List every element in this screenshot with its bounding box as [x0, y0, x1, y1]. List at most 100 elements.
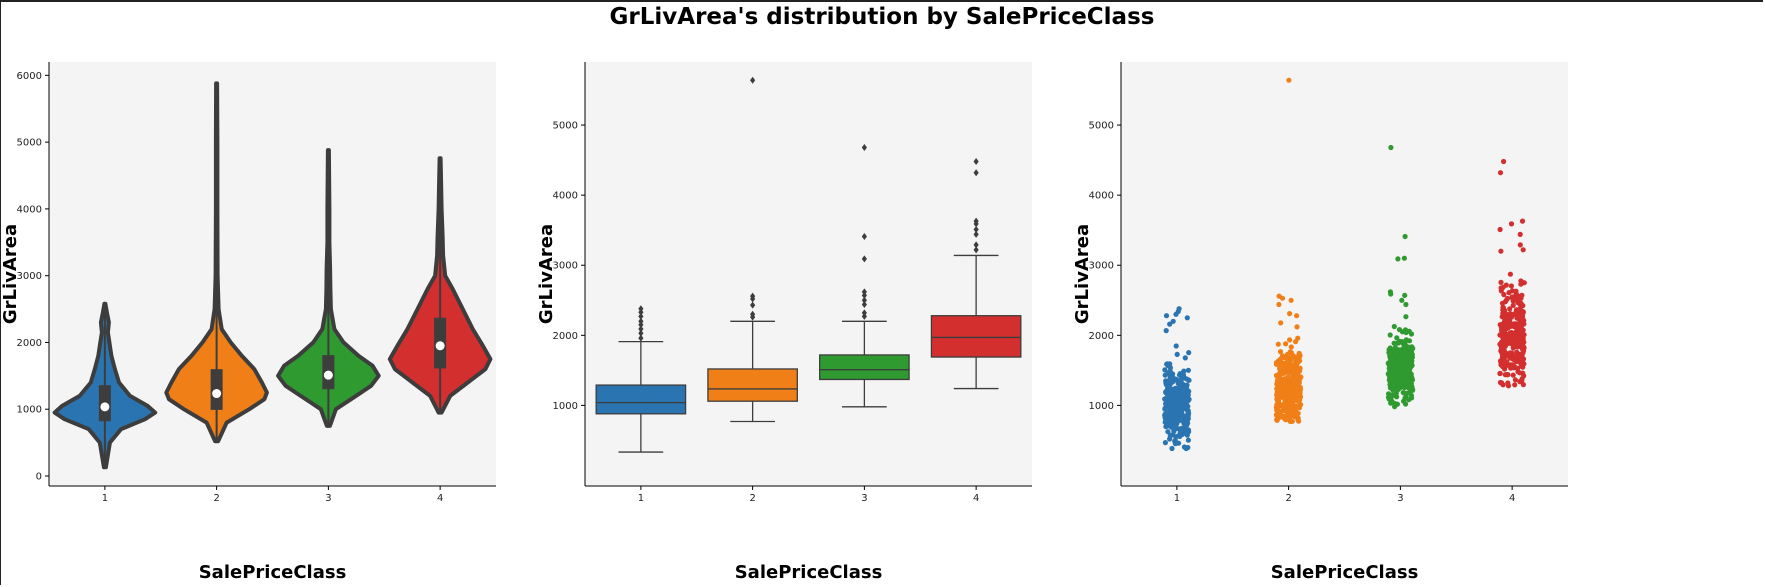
strip-point — [1186, 429, 1192, 435]
y-tick-label: 4000 — [17, 204, 42, 215]
y-axis-label: GrLivArea — [0, 224, 21, 324]
box-outlier — [750, 292, 756, 300]
strip-point — [1392, 393, 1398, 399]
box-outlier — [638, 329, 644, 337]
strip-point — [1409, 395, 1415, 401]
strip-point — [1178, 403, 1184, 409]
strip-point — [1518, 281, 1524, 287]
box-outlier — [638, 325, 644, 333]
strip-point — [1403, 401, 1409, 407]
strip-point — [1408, 386, 1414, 392]
box-outlier — [861, 296, 867, 304]
strip-point — [1401, 349, 1408, 355]
strip-point — [1402, 395, 1408, 401]
x-tick-label: 4 — [1509, 493, 1515, 504]
strip-point — [1513, 359, 1519, 365]
strip-point — [1520, 336, 1526, 342]
strip-point — [1288, 410, 1294, 416]
strip-point — [1401, 255, 1407, 261]
strip-point — [1395, 256, 1401, 262]
strip-point — [1507, 350, 1513, 356]
strip-point — [1286, 364, 1292, 370]
strip-point — [1519, 218, 1526, 224]
strip-point — [1519, 376, 1525, 382]
strip-point — [1182, 355, 1188, 361]
y-tick-label: 2000 — [1089, 331, 1114, 342]
y-tick-label: 4000 — [553, 191, 578, 202]
figure-title: GrLivArea's distribution by SalePriceCla… — [610, 4, 1155, 30]
box-outlier — [861, 233, 867, 241]
y-tick-label: 1000 — [17, 405, 42, 416]
box-outlier — [973, 217, 979, 225]
strip-point — [1287, 337, 1293, 343]
strip-point — [1500, 305, 1507, 311]
y-tick-label: 3000 — [553, 261, 578, 272]
strip-point — [1498, 279, 1504, 285]
strip-point — [1500, 363, 1506, 370]
strip-point — [1498, 248, 1504, 254]
strip-point — [1507, 330, 1513, 336]
strip-point — [1274, 402, 1280, 408]
strip-point — [1287, 311, 1293, 317]
strip-plot-panel: 1000 2000 3000 4000 5000 1 2 3 4 SalePriceClass Gr… — [1072, 62, 1568, 583]
strip-point — [1286, 77, 1292, 83]
strip-point — [1293, 372, 1299, 378]
strip-point — [1388, 291, 1394, 297]
strip-point — [1508, 283, 1514, 289]
strip-point — [1174, 395, 1180, 401]
y-tick-label: 3000 — [1089, 261, 1114, 272]
strip-point — [1177, 409, 1183, 416]
strip-point — [1294, 377, 1300, 383]
strip-point — [1397, 373, 1403, 379]
x-tick-label: 2 — [1285, 493, 1291, 504]
y-tick-label: 3000 — [17, 271, 42, 282]
x-axis-label: SalePriceClass — [199, 562, 347, 583]
strip-point — [1519, 310, 1526, 316]
box-iqr — [595, 384, 687, 415]
y-tick-label: 2000 — [553, 331, 578, 342]
strip-point — [1400, 390, 1406, 396]
box-outlier — [973, 169, 979, 177]
strip-point — [1175, 381, 1181, 387]
strip-point — [1162, 440, 1168, 446]
strip-point — [1520, 364, 1526, 370]
strip-point — [1181, 375, 1187, 381]
strip-point — [1392, 345, 1398, 351]
strip-point — [1295, 410, 1301, 416]
strip-point — [1398, 353, 1404, 360]
strip-point — [1167, 321, 1173, 327]
strip-point — [1500, 310, 1506, 316]
strip-point — [1515, 340, 1521, 347]
strip-point — [1277, 356, 1284, 362]
x-tick-label: 1 — [638, 493, 644, 504]
strip-point — [1288, 397, 1294, 403]
strip-point — [1392, 401, 1398, 407]
strip-point — [1285, 374, 1291, 380]
plot-background — [585, 62, 1032, 486]
strip-point — [1514, 295, 1520, 301]
y-tick-label: 5000 — [553, 121, 578, 132]
strip-point — [1285, 351, 1291, 357]
strip-point — [1390, 358, 1396, 364]
strip-point — [1173, 421, 1179, 427]
strip-point — [1163, 328, 1169, 334]
strip-point — [1397, 347, 1403, 353]
strip-point — [1401, 343, 1407, 349]
strip-point — [1294, 313, 1300, 319]
strip-point — [1169, 393, 1175, 399]
strip-point — [1288, 297, 1294, 303]
x-tick-label: 1 — [102, 493, 108, 504]
strip-point — [1185, 444, 1191, 451]
strip-point — [1403, 301, 1409, 308]
box-iqr — [819, 354, 910, 381]
strip-point — [1386, 377, 1392, 383]
strip-point — [1507, 306, 1513, 312]
violin-median-dot — [100, 402, 110, 412]
strip-point — [1295, 398, 1301, 405]
strip-point — [1518, 301, 1524, 307]
strip-point — [1387, 332, 1393, 338]
strip-point — [1276, 383, 1282, 389]
box-plot-panel: 1000 2000 3000 4000 5000 1 2 3 4 SalePriceClass Gr… — [536, 62, 1032, 583]
strip-point — [1290, 377, 1296, 383]
box-outlier — [638, 334, 644, 342]
